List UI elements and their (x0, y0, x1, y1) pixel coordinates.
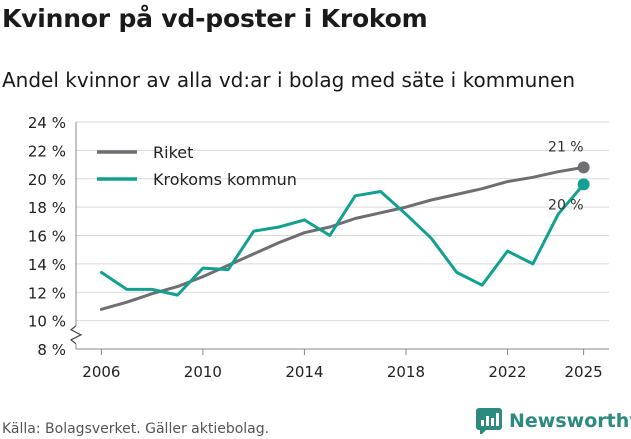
series-riket-point (577, 161, 590, 174)
x-tick-label: 2010 (184, 363, 222, 381)
y-tick-label: 24 % (28, 114, 66, 132)
chart-title: Kvinnor på vd-poster i Krokom (2, 4, 428, 33)
legend-label: Riket (153, 143, 193, 162)
series-riket-end-label: 21 % (548, 139, 584, 155)
y-tick-label: 20 % (28, 171, 66, 189)
series-krokom-point (577, 178, 590, 191)
y-tick-label: 12 % (28, 284, 66, 302)
y-tick-label: 16 % (28, 228, 66, 246)
series-riket-line (99, 165, 586, 311)
chart-subtitle: Andel kvinnor av alla vd:ar i bolag med … (2, 68, 575, 92)
y-tick-label: 14 % (28, 256, 66, 274)
series-krokom-line (99, 182, 586, 297)
x-tick-label: 2022 (488, 363, 526, 381)
x-tick-label: 2018 (387, 363, 425, 381)
source-note: Källa: Bolagsverket. Gäller aktiebolag. (2, 421, 270, 437)
y-tick-label: 22 % (28, 142, 66, 160)
y-tick-label: 10 % (28, 313, 66, 331)
x-tick-label: 2006 (82, 363, 120, 381)
legend-label: Krokoms kommun (153, 170, 297, 189)
brand-name: Newsworthy (509, 410, 631, 432)
x-tick-label: 2014 (285, 363, 323, 381)
brand-logo: Newsworthy (476, 408, 631, 434)
y-tick-label: 18 % (28, 199, 66, 217)
axis-break-icon (69, 325, 83, 345)
x-tick-label: 2025 (565, 363, 603, 381)
series-krokom-end-label: 20 % (548, 197, 584, 213)
newsworthy-logo-icon (476, 408, 502, 434)
y-tick-label: 8 % (37, 341, 66, 359)
